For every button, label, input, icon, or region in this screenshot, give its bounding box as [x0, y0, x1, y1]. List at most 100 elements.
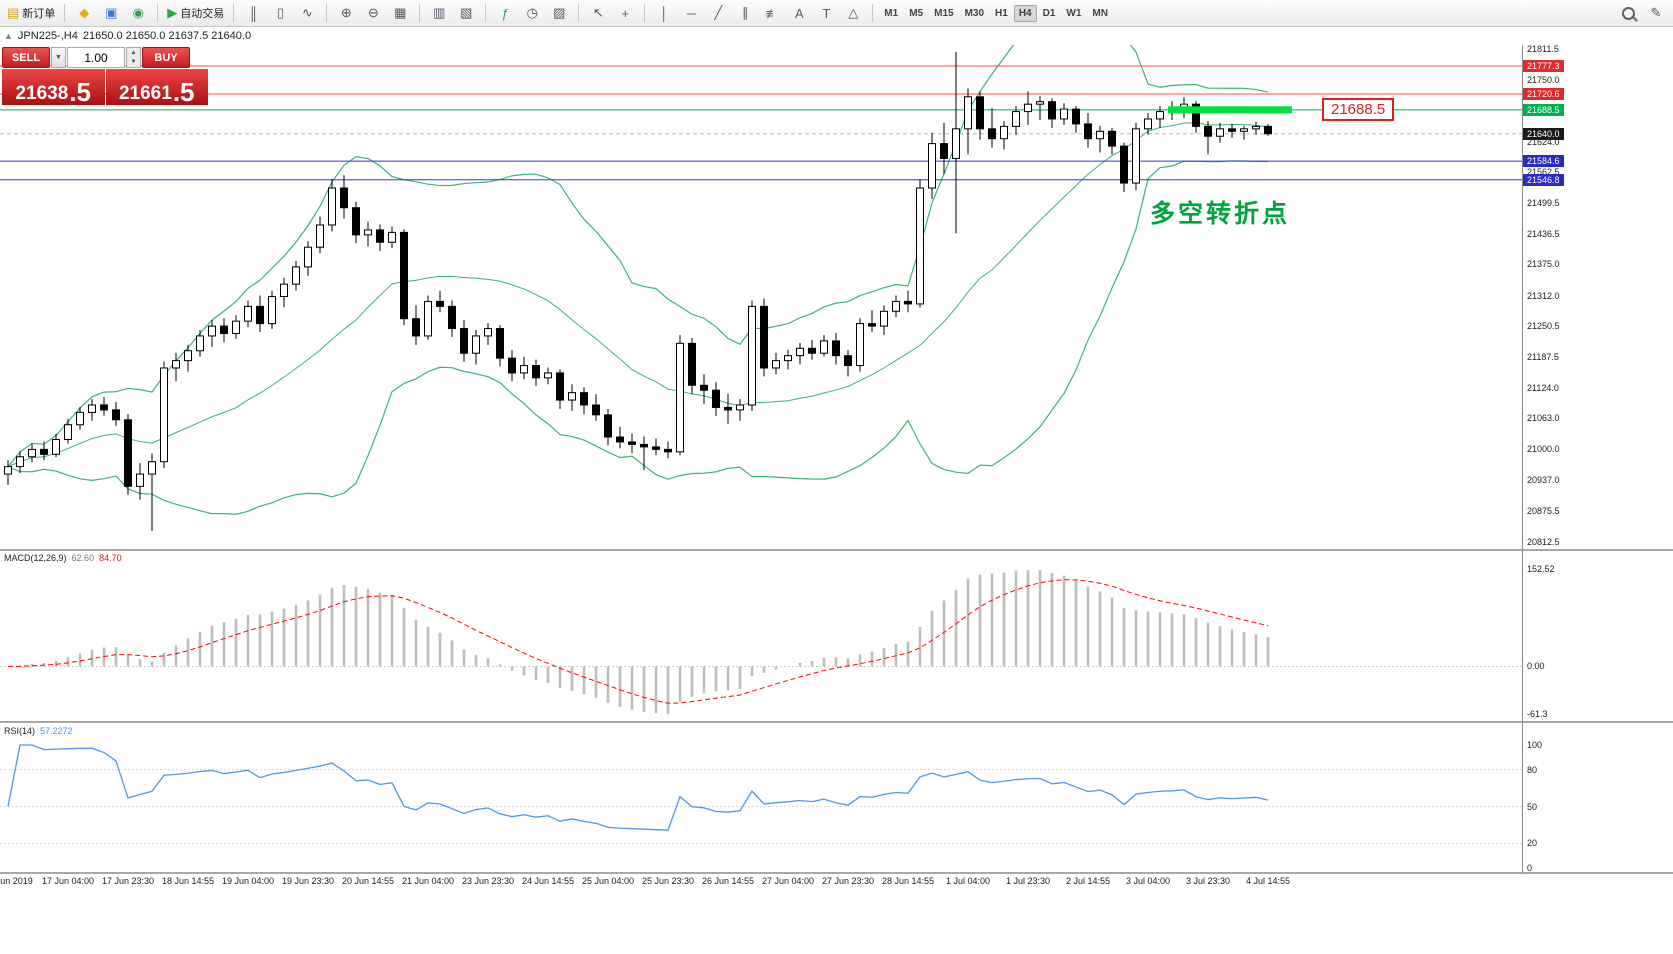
sell-price-fraction: .5: [69, 76, 92, 107]
rsi-axis-label: 80: [1527, 764, 1538, 775]
new-order-button[interactable]: ▤ 新订单: [7, 5, 56, 20]
edit-button[interactable]: ✎: [1650, 5, 1662, 20]
price-axis-label: 21000.0: [1527, 444, 1560, 455]
sell-price-display[interactable]: 21638 .5: [2, 69, 105, 105]
timeframe-w1[interactable]: W1: [1066, 7, 1082, 19]
timeframe-d1[interactable]: D1: [1042, 7, 1056, 19]
grid-button[interactable]: ▦: [387, 2, 413, 24]
price-axis-label: 21187.5: [1527, 351, 1559, 362]
price-axis-label: 21124.0: [1527, 383, 1559, 394]
toolbar-separator: [644, 4, 646, 22]
time-label: 24 Jun 14:55: [521, 876, 575, 886]
indicators-button[interactable]: ƒ: [492, 2, 518, 24]
price-axis-label: 21624.0: [1527, 136, 1560, 147]
macd-readout: MACD(12,26,9) 62.60 84.70: [4, 553, 122, 563]
chart-tab-icon: ▲: [4, 31, 13, 41]
price-axis-label: 20937.0: [1527, 475, 1560, 486]
stepper-up-icon[interactable]: ▲: [130, 49, 137, 56]
arrange-windows-button[interactable]: ▥: [426, 2, 452, 24]
main-chart-canvas[interactable]: [0, 45, 1522, 550]
line-chart-button[interactable]: ∿: [294, 2, 320, 24]
rsi-axis-label: 50: [1527, 801, 1538, 812]
market-watch-icon-button[interactable]: ◆: [71, 2, 97, 24]
timeframe-h1[interactable]: H1: [995, 7, 1008, 19]
price-level-callout[interactable]: 21688.5: [1322, 98, 1395, 121]
timeframe-h4[interactable]: H4: [1013, 4, 1037, 22]
price-level-badge: 21584.6: [1523, 155, 1564, 168]
bar-chart-button[interactable]: ║: [240, 2, 266, 24]
crosshair-button[interactable]: +: [612, 2, 638, 24]
toolbar: ▤ 新订单 ◆ ▣ ◉ ▶ 自动交易 ║ ▯ ∿ ⊕ ⊖ ▦ ▥ ▧ ƒ ◷ ▨ ↖ + │ ─ ╱ ∥ ≢ A T △ M1 M5 M15…: [0, 0, 1673, 27]
zoom-out-button[interactable]: ⊖: [360, 2, 386, 24]
horizontal-line-button[interactable]: ─: [678, 2, 704, 24]
fibonacci-button[interactable]: ≢: [759, 2, 785, 24]
price-axis-label: 21312.0: [1527, 290, 1560, 301]
cursor-button[interactable]: ↖: [585, 2, 611, 24]
periods-button[interactable]: ◷: [519, 2, 545, 24]
toolbar-group: ƒ ◷ ▨: [492, 2, 572, 24]
turning-point-annotation[interactable]: 多空转折点: [1150, 200, 1291, 228]
toolbar-group: ▤ 新订单: [4, 2, 58, 24]
text-button[interactable]: A: [786, 2, 812, 24]
price-level-badge: 21546.8: [1523, 173, 1564, 186]
timeframe-m5[interactable]: M5: [909, 7, 924, 19]
shapes-button[interactable]: △: [840, 2, 866, 24]
timeframe-mn[interactable]: MN: [1092, 7, 1108, 19]
price-axis-label: 20875.5: [1527, 505, 1560, 516]
price-level-badge: 21777.3: [1523, 60, 1564, 73]
sell-button[interactable]: SELL: [2, 47, 50, 68]
price-level-badge: 21688.5: [1523, 103, 1564, 116]
bar-chart-icon: ║: [248, 5, 258, 21]
crosshair-icon: +: [621, 5, 630, 21]
macd-panel-canvas[interactable]: [0, 550, 1522, 722]
data-window-icon-button[interactable]: ▣: [98, 2, 124, 24]
stepper-down-icon[interactable]: ▼: [130, 59, 137, 66]
autotrading-button[interactable]: ▶ 自动交易: [167, 5, 225, 20]
price-axis-label: 21499.5: [1527, 198, 1560, 209]
zoom-in-button[interactable]: ⊕: [333, 2, 359, 24]
toolbar-group: ⊕ ⊖ ▦: [333, 2, 413, 24]
time-label: 26 Jun 14:55: [701, 876, 755, 886]
volume-input[interactable]: [67, 47, 125, 68]
price-axis-label: 21063.0: [1527, 413, 1560, 424]
time-label: 1 Jul 23:30: [1005, 876, 1051, 886]
toolbar-separator: [157, 4, 159, 22]
tile-windows-button[interactable]: ▧: [453, 2, 479, 24]
volume-dropdown[interactable]: ▼: [51, 47, 66, 68]
vertical-line-icon: │: [660, 5, 669, 21]
time-label: 19 Jun 04:00: [221, 876, 275, 886]
buy-price-display[interactable]: 21661 .5: [105, 69, 208, 105]
buy-button[interactable]: BUY: [142, 47, 190, 68]
trendline-button[interactable]: ╱: [705, 2, 731, 24]
rsi-panel-separator: [0, 721, 1673, 723]
navigator-icon-button[interactable]: ◉: [125, 2, 151, 24]
volume-stepper[interactable]: ▲ ▼: [126, 47, 141, 68]
macd-axis-label: 0.00: [1527, 661, 1545, 672]
timeframe-m15[interactable]: M15: [934, 7, 954, 19]
toolbar-separator: [485, 4, 487, 22]
candlestick-chart-button[interactable]: ▯: [267, 2, 293, 24]
chart-properties-button[interactable]: ▨: [546, 2, 572, 24]
rsi-name: RSI(14): [4, 726, 36, 736]
candlestick-chart-icon: ▯: [276, 5, 284, 20]
time-label: 14 Jun 2019: [0, 876, 33, 886]
label-button[interactable]: T: [813, 2, 839, 24]
vertical-line-button[interactable]: │: [651, 2, 677, 24]
channel-button[interactable]: ∥: [732, 2, 758, 24]
time-label: 18 Jun 14:55: [161, 876, 215, 886]
rsi-value: 57.2272: [40, 726, 73, 736]
navigator-icon-icon: ◉: [132, 5, 144, 20]
toolbar-group: │ ─ ╱ ∥ ≢ A T △: [651, 2, 866, 24]
toolbar-separator: [233, 4, 235, 22]
trendline-icon: ╱: [714, 5, 723, 20]
indicators-icon: ƒ: [501, 5, 509, 21]
time-label: 19 Jun 23:30: [281, 876, 335, 886]
search-button[interactable]: [1615, 2, 1641, 24]
time-axis-separator: [0, 872, 1673, 874]
timeframe-m1[interactable]: M1: [884, 7, 899, 19]
timeframe-m30[interactable]: M30: [964, 7, 985, 19]
tile-windows-icon: ▧: [460, 5, 473, 20]
rsi-panel-canvas[interactable]: [0, 722, 1522, 873]
buy-price-main: 21661: [118, 83, 172, 104]
time-label: 25 Jun 23:30: [641, 876, 695, 886]
